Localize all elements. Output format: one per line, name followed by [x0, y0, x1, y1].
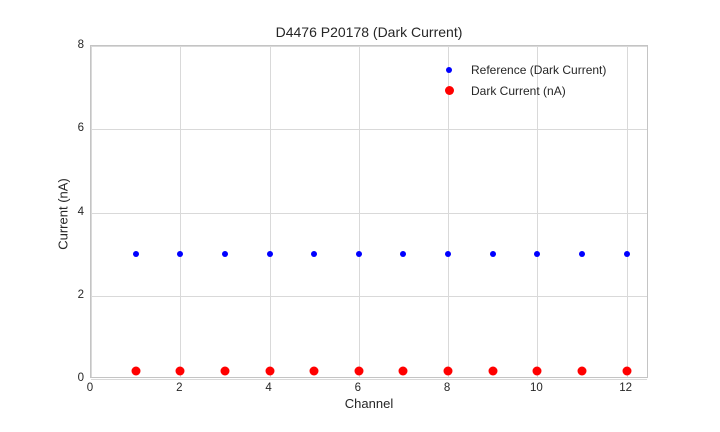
- data-point: [445, 251, 452, 258]
- gridline-horizontal: [91, 379, 647, 380]
- data-point: [311, 251, 318, 258]
- data-point: [622, 366, 632, 376]
- legend-marker-dot-icon: [444, 86, 454, 95]
- gridline-vertical: [180, 46, 182, 377]
- legend-label: Reference (Dark Current): [471, 62, 607, 77]
- data-point: [220, 366, 230, 376]
- data-point: [354, 366, 364, 376]
- y-tick-label: 4: [77, 205, 84, 218]
- data-point: [265, 366, 275, 376]
- data-point: [443, 366, 453, 376]
- data-point: [400, 251, 407, 258]
- gridline-horizontal: [91, 46, 647, 47]
- data-point: [131, 366, 141, 376]
- legend-item: Dark Current (nA): [436, 80, 606, 101]
- legend-marker-dot-icon: [446, 66, 452, 73]
- plot-area: [90, 45, 648, 380]
- gridline-vertical: [448, 46, 450, 377]
- data-point: [534, 251, 541, 258]
- legend-item: Reference (Dark Current): [436, 59, 606, 80]
- x-tick-label: 0: [86, 382, 94, 394]
- data-point: [355, 251, 362, 258]
- data-point: [488, 366, 498, 376]
- data-point: [577, 366, 587, 376]
- x-tick-label: 4: [265, 382, 272, 394]
- gridline-vertical: [269, 46, 271, 377]
- data-point: [221, 251, 228, 258]
- gridline-vertical: [626, 46, 628, 377]
- legend-marker: [436, 66, 462, 73]
- data-point: [309, 366, 319, 376]
- data-point: [132, 251, 139, 258]
- x-tick-label: 6: [354, 382, 362, 394]
- data-point: [175, 366, 185, 376]
- x-tick-label: 2: [176, 382, 183, 394]
- y-tick-label: 0: [77, 372, 84, 384]
- gridline-horizontal: [91, 129, 647, 131]
- gridline-horizontal: [91, 212, 647, 214]
- legend: Reference (Dark Current) Dark Current (nA…: [436, 59, 606, 101]
- y-tick-label: 2: [77, 288, 84, 301]
- data-point: [177, 251, 184, 258]
- chart-title: D4476 P20178 (Dark Current): [275, 24, 463, 40]
- gridline-horizontal: [91, 295, 647, 297]
- y-tick-label: 8: [77, 39, 84, 51]
- data-point: [266, 251, 273, 258]
- x-tick-label: 12: [619, 382, 633, 394]
- legend-marker: [436, 86, 462, 95]
- gridline-vertical: [358, 46, 360, 377]
- x-tick-label: 10: [529, 382, 543, 394]
- legend-label: Dark Current (nA): [471, 83, 566, 98]
- data-point: [579, 251, 586, 258]
- x-tick-label: 8: [443, 382, 451, 394]
- data-point: [532, 366, 542, 376]
- x-axis-label: Channel: [344, 396, 394, 411]
- gridline-vertical: [537, 46, 539, 377]
- data-point: [489, 251, 496, 258]
- gridline-vertical: [91, 46, 92, 377]
- data-point: [398, 366, 408, 376]
- data-point: [623, 251, 630, 258]
- y-tick-label: 6: [77, 122, 84, 135]
